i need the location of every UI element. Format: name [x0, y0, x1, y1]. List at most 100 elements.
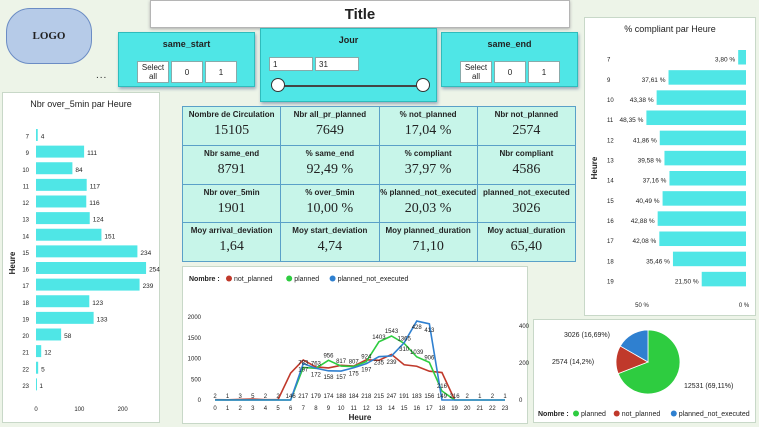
bar: [738, 50, 746, 65]
kpi-value: 20,03 %: [404, 200, 452, 216]
series-line: [215, 335, 505, 401]
data-label: 58: [64, 333, 72, 340]
bar: [36, 212, 90, 225]
data-label: 1039: [410, 350, 424, 356]
same-end-label: same_end: [487, 39, 532, 49]
tick-label: 18: [607, 259, 614, 265]
data-label: 1: [39, 383, 43, 390]
data-label: 149: [437, 394, 448, 400]
series-line: [214, 353, 456, 401]
data-label: 43,38 %: [630, 97, 654, 104]
tick-label: 15: [607, 199, 614, 205]
data-label: 111: [87, 150, 97, 157]
data-label: 906: [424, 355, 435, 361]
kpi-card: Moy actual_duration 65,40: [476, 222, 576, 262]
data-label: 35,46 %: [646, 258, 670, 265]
kpi-value: 15105: [214, 123, 250, 138]
same-start-slicer: same_start Select all 0 1: [118, 32, 255, 87]
x-tick-label: 5: [276, 406, 280, 412]
kpi-card: % compliant 37,97 %: [378, 144, 478, 185]
data-label: 216: [437, 384, 448, 390]
bar: [36, 228, 102, 241]
tick-label: 20: [22, 334, 29, 340]
x-tick-label: 20: [464, 406, 471, 412]
kpi-card: Nbr same_end 8791: [182, 144, 282, 185]
y-tick-label: 2000: [188, 315, 202, 321]
kpi-label: Nbr compliant: [499, 148, 554, 158]
data-label: 146: [286, 394, 297, 400]
same-end-0-button[interactable]: 0: [494, 61, 526, 83]
data-label: 924: [361, 355, 372, 361]
kpi-value: 65,40: [510, 239, 543, 255]
kpi-label: Moy actual_duration: [487, 226, 566, 236]
data-label: 3: [239, 394, 243, 400]
more-options-icon[interactable]: ...: [96, 70, 108, 81]
legend-label: planned_not_executed: [338, 276, 409, 283]
tick-label: 12: [22, 201, 29, 207]
jour-slicer: Jour 1 31: [260, 28, 437, 102]
x-tick-label: 11: [351, 406, 358, 412]
x-tick-label: 3: [251, 406, 255, 412]
x-tick-label: 12: [363, 406, 370, 412]
tick-label: 23: [22, 384, 29, 390]
y-axis-label: Heure: [590, 156, 599, 179]
jour-slider-end-handle[interactable]: [416, 78, 430, 92]
over5min-chart-card: Nbr over_5min par Heure Heure 7 4 9 111 10 84 1…: [2, 92, 160, 423]
data-label: 218: [361, 394, 372, 400]
legend-marker: [670, 410, 677, 417]
data-label: 239: [143, 283, 154, 290]
data-label: 117: [90, 183, 101, 190]
legend-marker: [573, 410, 579, 417]
bar: [36, 145, 85, 158]
data-label: 151: [104, 233, 115, 240]
pie-chart-card: 12531 (69,11%) 2574 (14,2%) 3026 (16,69%) N…: [533, 319, 756, 423]
tick-label: 21: [22, 351, 29, 357]
kpi-label: Moy arrival_deviation: [190, 226, 273, 236]
y-tick-label-right: 0: [519, 398, 523, 404]
data-label: 5: [251, 394, 255, 400]
jour-to-input[interactable]: 31: [315, 57, 359, 71]
same-start-select-all-button[interactable]: Select all: [137, 61, 169, 83]
data-label: 21,50 %: [675, 278, 699, 285]
data-label: 956: [323, 353, 334, 359]
kpi-value: 1901: [217, 200, 246, 216]
bar: [36, 178, 87, 191]
x-tick-label: 0: [213, 406, 217, 412]
compliant-bar-chart: Heure 7 3,80 % 9 37,61 % 10 43,38 % 11 48,35 % 12…: [590, 50, 750, 309]
jour-slider-start-handle[interactable]: [271, 78, 285, 92]
kpi-card: % not_planned 17,04 %: [378, 106, 478, 146]
tick-label: 15: [22, 251, 29, 257]
same-start-label: same_start: [162, 39, 211, 49]
jour-slider-track[interactable]: [277, 85, 423, 87]
kpi-value: 92,49 %: [306, 161, 354, 177]
kpi-label: Nbr not_planned: [494, 110, 559, 119]
data-label: 235: [374, 361, 385, 367]
x-tick-label: 0 %: [739, 303, 750, 309]
kpi-card: Nbr not_planned 2574: [476, 106, 576, 146]
tick-label: 7: [26, 135, 30, 141]
y-tick-label: 0: [198, 398, 202, 404]
same-end-select-all-button[interactable]: Select all: [460, 61, 492, 83]
pie-label: 3026 (16,69%): [564, 332, 610, 339]
tick-label: 17: [607, 239, 614, 245]
same-start-1-button[interactable]: 1: [205, 61, 237, 83]
same-start-0-button[interactable]: 0: [171, 61, 203, 83]
data-label: 37,61 %: [642, 77, 666, 84]
tick-label: 14: [607, 179, 614, 185]
bar: [672, 251, 746, 267]
bar: [659, 130, 746, 146]
kpi-label: % over_5min: [305, 187, 355, 197]
x-tick-label: 0: [34, 407, 38, 413]
x-tick-label: 22: [489, 406, 496, 412]
jour-from-input[interactable]: 1: [269, 57, 313, 71]
data-label: 172: [311, 372, 322, 378]
bar: [701, 271, 746, 287]
data-label: 191: [399, 394, 410, 400]
kpi-value: 4,74: [317, 239, 343, 255]
kpi-label: % not_planned: [399, 110, 457, 119]
kpi-label: Nbr over_5min: [203, 187, 260, 197]
kpi-label: % compliant: [404, 148, 452, 158]
bar: [36, 129, 38, 141]
same-end-1-button[interactable]: 1: [528, 61, 560, 83]
legend-title: Nombre :: [538, 411, 569, 418]
